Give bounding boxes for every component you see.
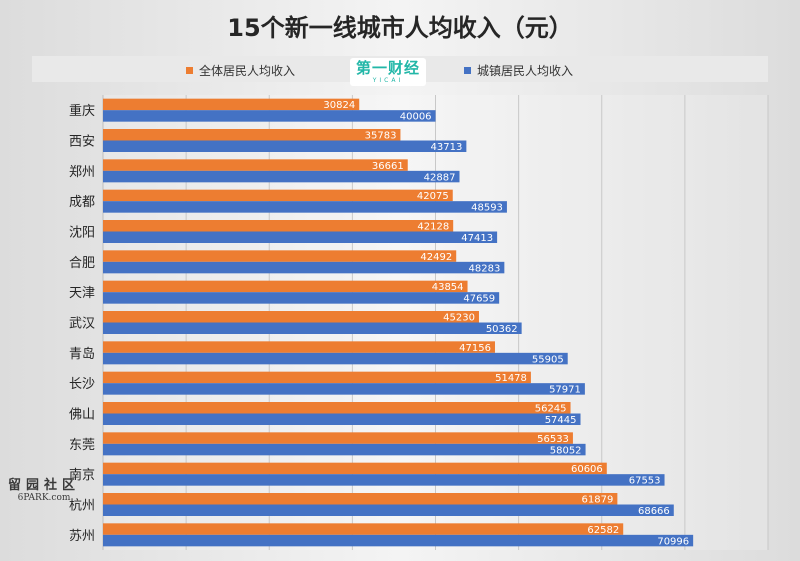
- data-label: 60606: [571, 464, 603, 475]
- data-label: 48283: [469, 263, 501, 274]
- data-label: 55905: [532, 354, 564, 365]
- watermark: 留园社区 6PARK.com: [8, 474, 80, 503]
- category-label: 佛山: [69, 408, 95, 423]
- logo-text: 第一财经: [355, 59, 420, 77]
- data-label: 51478: [495, 373, 527, 384]
- bar-all-residents: [103, 493, 618, 505]
- category-label: 西安: [69, 135, 95, 150]
- category-label: 沈阳: [69, 226, 95, 241]
- bar-all-residents: [103, 341, 495, 353]
- bar-all-residents: [103, 159, 408, 171]
- bar-urban-residents: [103, 231, 498, 243]
- bar-all-residents: [103, 189, 453, 202]
- data-label: 50362: [486, 324, 518, 335]
- data-label: 42887: [424, 172, 456, 183]
- category-label: 天津: [69, 286, 95, 301]
- data-label: 70996: [657, 536, 689, 547]
- bar-all-residents: [103, 280, 468, 293]
- category-label: 青岛: [69, 346, 95, 362]
- bar-all-residents: [103, 462, 607, 475]
- bar-urban-residents: [103, 383, 585, 395]
- data-label: 36661: [372, 161, 404, 172]
- bar-urban-residents: [103, 261, 505, 274]
- bar-all-residents: [103, 371, 531, 384]
- bar-all-residents: [103, 523, 624, 535]
- bar-urban-residents: [103, 352, 568, 365]
- legend-swatch-blue: [464, 67, 471, 74]
- bar-all-residents: [103, 311, 479, 323]
- data-label: 42492: [420, 252, 452, 263]
- data-label: 68666: [638, 506, 670, 517]
- watermark-text: 留园社区: [8, 478, 81, 493]
- bar-urban-residents: [103, 140, 467, 152]
- data-label: 42075: [417, 191, 449, 202]
- data-label: 56245: [535, 404, 567, 415]
- data-label: 43713: [431, 142, 463, 153]
- data-label: 48593: [471, 203, 503, 214]
- data-label: 35783: [365, 131, 397, 142]
- bar-all-residents: [103, 98, 360, 111]
- data-label: 67553: [629, 476, 661, 487]
- bar-urban-residents: [103, 504, 674, 516]
- data-label: 62582: [587, 525, 619, 536]
- legend-swatch-orange: [186, 67, 193, 74]
- watermark-subtext: 6PARK.com: [17, 493, 71, 503]
- legend-item-urban-residents: 城镇居民人均收入: [464, 62, 573, 79]
- legend-item-all-residents: 全体居民人均收入: [186, 62, 295, 79]
- bar-urban-residents: [103, 534, 694, 547]
- data-label: 30824: [323, 100, 355, 111]
- bar-urban-residents: [103, 443, 586, 456]
- data-label: 43854: [432, 282, 464, 293]
- bar-all-residents: [103, 129, 401, 141]
- data-label: 47659: [463, 294, 495, 305]
- chart-title: 15个新一线城市人均收入（元）: [227, 14, 573, 42]
- bar-all-residents: [103, 432, 573, 444]
- bar-urban-residents: [103, 170, 460, 183]
- data-label: 61879: [582, 495, 614, 506]
- category-label: 长沙: [69, 377, 95, 392]
- category-label: 成都: [69, 195, 95, 210]
- bar-urban-residents: [103, 201, 507, 213]
- category-label: 东莞: [69, 438, 95, 453]
- yicai-logo: 第一财经 YICAI: [350, 58, 426, 86]
- logo-subtext: YICAI: [372, 77, 404, 84]
- bar-all-residents: [103, 250, 457, 262]
- data-label: 58052: [550, 445, 582, 456]
- data-label: 57445: [545, 415, 577, 426]
- bar-all-residents: [103, 402, 571, 414]
- category-label: 重庆: [69, 103, 95, 119]
- category-label: 南京: [69, 467, 95, 483]
- bar-all-residents: [103, 220, 454, 232]
- category-label: 郑州: [69, 165, 95, 180]
- bar-urban-residents: [103, 474, 665, 486]
- category-label: 杭州: [69, 499, 95, 514]
- bar-urban-residents: [103, 413, 581, 425]
- data-label: 57971: [549, 385, 581, 396]
- bar-urban-residents: [103, 322, 522, 334]
- legend-label: 城镇居民人均收入: [477, 64, 574, 78]
- category-label: 武汉: [69, 317, 95, 332]
- data-label: 42128: [417, 222, 449, 233]
- data-label: 47413: [461, 233, 493, 244]
- data-label: 45230: [443, 313, 475, 324]
- category-label: 苏州: [69, 528, 95, 544]
- bar-urban-residents: [103, 292, 500, 304]
- category-label: 合肥: [69, 256, 95, 271]
- bar-urban-residents: [103, 110, 436, 122]
- data-label: 40006: [400, 112, 432, 123]
- data-label: 56533: [537, 434, 569, 445]
- data-label: 47156: [459, 343, 491, 354]
- legend-label: 全体居民人均收入: [199, 64, 296, 78]
